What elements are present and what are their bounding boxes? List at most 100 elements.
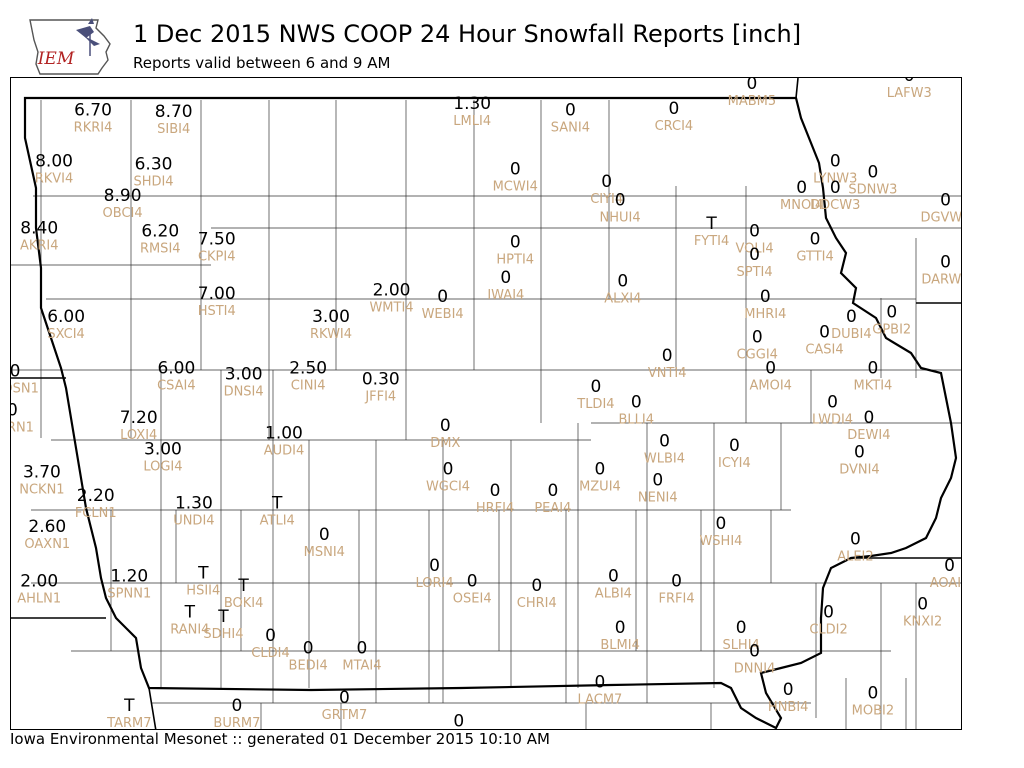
- station-id: CGGI4: [737, 347, 778, 362]
- snowfall-value: 0: [595, 672, 606, 692]
- snowfall-value: 0: [659, 431, 670, 451]
- snowfall-value: 0: [944, 556, 955, 576]
- station-id: LACM7: [578, 692, 623, 707]
- station-id: OSEI4: [453, 591, 492, 606]
- snowfall-value: 0: [827, 393, 838, 413]
- snowfall-value: 0: [565, 100, 576, 120]
- snowfall-value: 0: [595, 459, 606, 479]
- snowfall-value: 0: [357, 638, 368, 658]
- station-id: FYTI4: [694, 234, 729, 249]
- snowfall-value: 6.30: [135, 155, 173, 175]
- station-id: LWDI4: [812, 413, 853, 428]
- station-id: ICYI4: [718, 456, 751, 471]
- station-id: SIBI4: [157, 122, 190, 137]
- snowfall-value: 3.70: [23, 463, 61, 483]
- station-id: WGCI4: [426, 479, 470, 494]
- station-id: LMLI4: [453, 114, 491, 129]
- snowfall-value: 6.70: [74, 100, 112, 120]
- snowfall-value: 2.00: [20, 571, 58, 591]
- station-id: VOLI4: [735, 242, 773, 257]
- station-id: DVNI4: [839, 462, 880, 477]
- station-id: SDNW3: [848, 183, 897, 198]
- station-id: CKPI4: [198, 249, 236, 264]
- station-id: MCWI4: [493, 179, 538, 194]
- snowfall-value: 0: [11, 362, 20, 382]
- snowfall-value: 0: [819, 323, 830, 343]
- station-id: MKTI4: [854, 378, 893, 393]
- station-reports: 6.70RKRI48.70SIBI41.30LMLI40SANI40CRCI40…: [11, 78, 962, 730]
- snowfall-value: 0: [729, 436, 740, 456]
- snowfall-value: T: [197, 564, 209, 584]
- station-id: RKRI4: [74, 120, 113, 135]
- snowfall-value: 0: [547, 481, 558, 501]
- station-id: MOBI2: [852, 703, 894, 718]
- map-subtitle: Reports valid between 6 and 9 AM: [133, 54, 391, 72]
- snowfall-value: 0: [863, 408, 874, 428]
- station-id: SHDI4: [133, 175, 173, 190]
- station-id: DUBI4: [831, 327, 872, 342]
- station-id: BURM7: [213, 716, 260, 730]
- station-report: 0LAFW3: [887, 78, 932, 101]
- snowfall-value: 0: [810, 229, 821, 249]
- snowfall-value: 0: [854, 442, 865, 462]
- snowfall-value: 0: [867, 163, 878, 183]
- map-canvas: 6.70RKRI48.70SIBI41.30LMLI40SANI40CRCI40…: [11, 78, 962, 730]
- station-id: CINI4: [291, 378, 326, 393]
- station-id: MHRI4: [744, 307, 786, 322]
- station-id: CRCI4: [655, 119, 694, 134]
- station-id: OAXN1: [24, 537, 70, 552]
- station-id: OBCI4: [103, 206, 143, 221]
- snowfall-value: 0: [601, 172, 612, 192]
- snowfall-value: 0: [440, 416, 451, 436]
- snowfall-value: 0: [615, 618, 626, 638]
- station-id: AOAI2: [930, 576, 962, 591]
- station-id: AKRI4: [20, 238, 59, 253]
- snowfall-value: T: [217, 607, 229, 627]
- snowfall-value: 1.30: [453, 94, 491, 114]
- snowfall-value: 0: [231, 696, 242, 716]
- station-id: LOXI4: [120, 428, 157, 443]
- station-id: NENI4: [638, 490, 678, 505]
- station-report: 0AOAI2: [930, 556, 962, 591]
- station-id: LORI4: [415, 576, 453, 591]
- station-id: AHLN1: [17, 591, 61, 606]
- snowfall-value: 0: [429, 556, 440, 576]
- station-id: WLBI4: [644, 451, 685, 466]
